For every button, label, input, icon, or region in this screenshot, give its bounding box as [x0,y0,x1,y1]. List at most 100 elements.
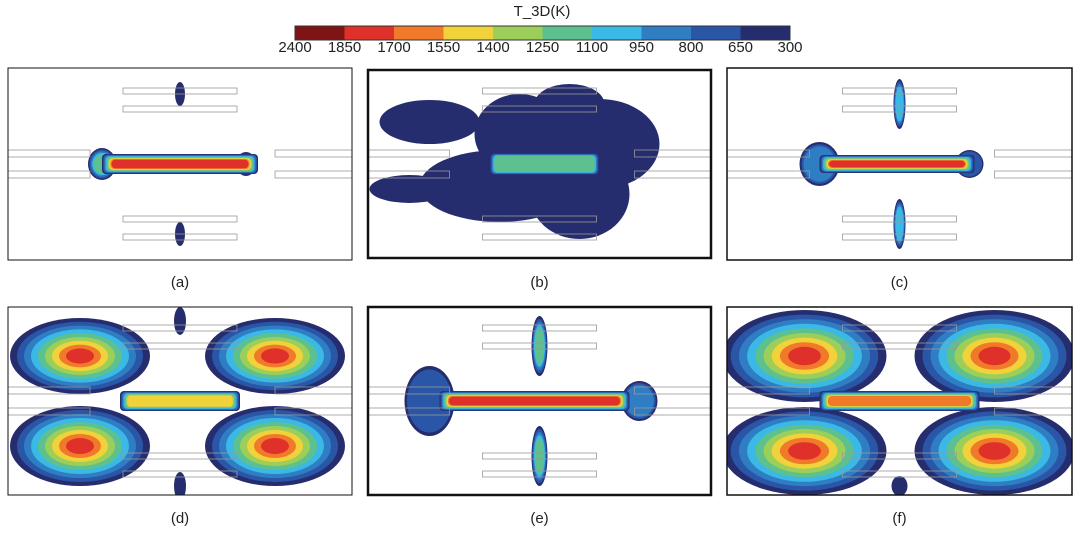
contour [66,348,94,364]
colorbar-segment [493,26,543,40]
contour [174,472,186,495]
plate [274,170,352,179]
plate [368,170,450,179]
colorbar-frame [294,25,791,41]
panel-content [368,84,711,241]
plate [842,87,957,95]
colorbar-label: 1250 [526,39,559,56]
colorbar-label: 650 [728,39,753,56]
plate [994,407,1072,416]
contour [261,438,289,454]
contour-bar [449,396,620,406]
plate [634,170,711,179]
plate [727,149,810,158]
panel-frame [366,68,713,260]
panel-frame [7,306,353,496]
panel-content [727,310,1072,495]
plate [122,342,238,350]
contour [895,86,904,122]
panel-frame [7,67,353,261]
contour [66,438,94,454]
colorbar-label: 1100 [576,39,608,56]
colorbar-segment [592,26,642,40]
colorbar-label: 1700 [377,39,410,56]
contour [895,206,904,242]
contour [534,328,545,364]
contour-bar [829,160,965,168]
panel-content [727,79,1072,249]
plate [482,452,597,460]
plate [8,149,91,158]
contour [379,100,480,144]
panel-frame [366,305,713,497]
plate [122,470,238,478]
contour-bar [111,159,249,169]
plate [122,233,238,241]
plate [8,170,91,179]
colorbar-label: 1850 [328,39,361,56]
colorbar-segment [641,26,692,40]
plate [122,87,238,95]
plate [482,87,597,95]
plate [482,105,597,113]
plate [994,170,1072,179]
plate [482,215,597,223]
plate [842,233,957,241]
panel-label: (d) [171,510,189,527]
plate [842,215,957,223]
panel-label: (e) [530,510,548,527]
contour-bar [494,155,595,173]
plate [122,105,238,113]
plate [122,452,238,460]
panel-content [8,82,352,246]
plate [482,324,597,332]
plate [482,233,597,241]
plate [8,386,91,395]
contour [369,175,450,203]
plate [482,470,597,478]
panel-label: (f) [892,510,906,527]
contour [534,438,545,474]
plate [842,105,957,113]
colorbar-label: 300 [777,39,802,56]
panel-label: (b) [530,274,548,291]
contour [625,385,654,417]
contour [174,307,186,335]
plate [122,324,238,332]
plate [842,342,957,350]
plate [274,407,352,416]
colorbar-label: 1400 [476,39,509,56]
plate [842,470,957,478]
contour [788,346,821,366]
contour [261,348,289,364]
plate [842,452,957,460]
panel-label: (c) [891,274,909,291]
panel-content [368,316,711,486]
plate [634,407,711,416]
plate [274,149,352,158]
colorbar-segment [394,26,444,40]
plate [727,407,810,416]
contour [407,369,452,433]
colorbar-segment [740,26,791,40]
colorbar-label: 2400 [278,39,311,56]
colorbar-segment [344,26,395,40]
plate [994,386,1072,395]
colorbar-label: 1550 [427,39,460,56]
contour [978,346,1011,366]
contour-bar [827,396,972,406]
plate [727,170,810,179]
plate [994,149,1072,158]
plate [727,386,810,395]
colorbar-segment [295,26,345,40]
contour [788,442,821,460]
panel-content [8,307,352,495]
plate [122,215,238,223]
plate [8,407,91,416]
colorbar-segment [542,26,593,40]
contour [978,442,1011,460]
plate [634,149,711,158]
colorbar-label: 800 [678,39,703,56]
contour [534,84,605,124]
